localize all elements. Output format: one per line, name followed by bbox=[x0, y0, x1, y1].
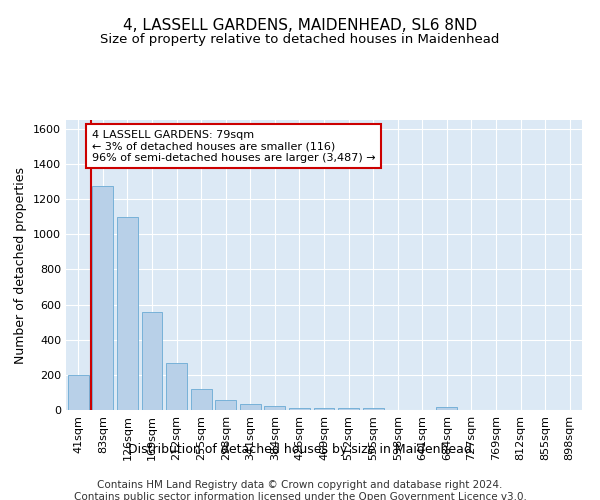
Text: Contains HM Land Registry data © Crown copyright and database right 2024.: Contains HM Land Registry data © Crown c… bbox=[97, 480, 503, 490]
Bar bbox=[142, 312, 163, 410]
Bar bbox=[265, 406, 286, 410]
Bar bbox=[314, 408, 334, 410]
Bar bbox=[166, 363, 187, 410]
Bar bbox=[68, 376, 89, 410]
Bar bbox=[240, 404, 261, 410]
Text: Size of property relative to detached houses in Maidenhead: Size of property relative to detached ho… bbox=[100, 32, 500, 46]
Text: Contains public sector information licensed under the Open Government Licence v3: Contains public sector information licen… bbox=[74, 492, 526, 500]
Bar bbox=[362, 408, 383, 410]
Bar bbox=[338, 408, 359, 410]
Text: Distribution of detached houses by size in Maidenhead: Distribution of detached houses by size … bbox=[128, 442, 472, 456]
Bar bbox=[289, 408, 310, 410]
Y-axis label: Number of detached properties: Number of detached properties bbox=[14, 166, 28, 364]
Bar bbox=[215, 400, 236, 410]
Bar bbox=[436, 407, 457, 410]
Bar bbox=[191, 389, 212, 410]
Bar bbox=[117, 216, 138, 410]
Bar bbox=[92, 186, 113, 410]
Text: 4, LASSELL GARDENS, MAIDENHEAD, SL6 8ND: 4, LASSELL GARDENS, MAIDENHEAD, SL6 8ND bbox=[123, 18, 477, 32]
Text: 4 LASSELL GARDENS: 79sqm
← 3% of detached houses are smaller (116)
96% of semi-d: 4 LASSELL GARDENS: 79sqm ← 3% of detache… bbox=[92, 130, 376, 163]
